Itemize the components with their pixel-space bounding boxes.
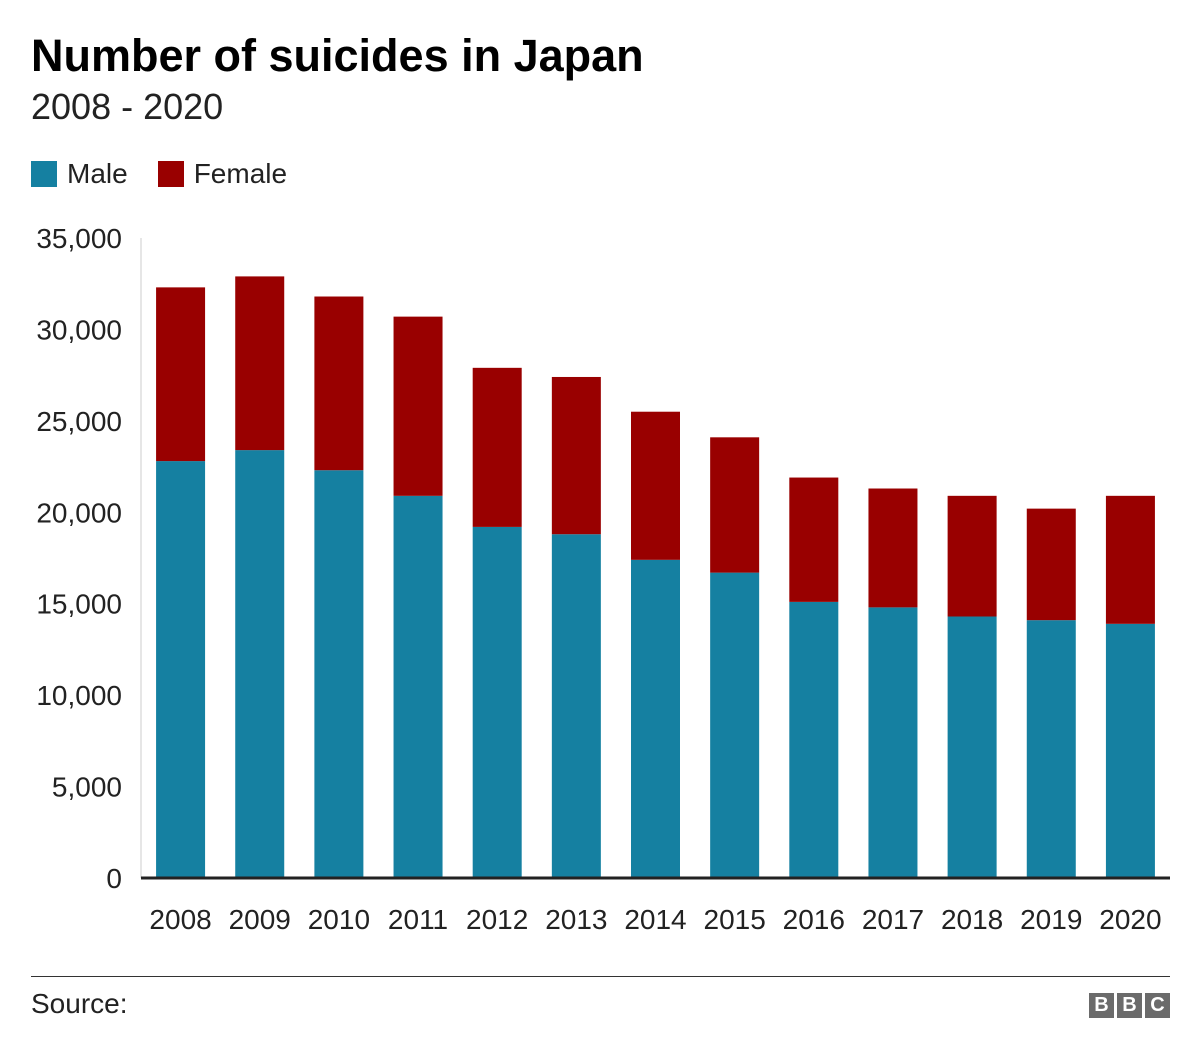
bar-female-2009: [235, 276, 285, 451]
bbc-logo-letter: B: [1089, 993, 1114, 1018]
legend-label-male: Male: [67, 158, 128, 189]
bar-male-2016: [789, 601, 839, 878]
x-tick-label: 2009: [229, 904, 291, 935]
x-tick-label: 2012: [466, 904, 528, 935]
bbc-logo-letter: B: [1117, 993, 1142, 1018]
bar-male-2015: [710, 572, 760, 878]
y-tick-label: 15,000: [36, 589, 122, 620]
x-tick-label: 2016: [783, 904, 845, 935]
legend-label-female: Female: [193, 158, 288, 189]
y-tick-label: 30,000: [36, 314, 122, 345]
bar-male-2014: [631, 559, 680, 878]
legend: Male Female: [31, 158, 317, 190]
x-tick-label: 2015: [704, 904, 766, 935]
bar-male-2017: [868, 607, 918, 878]
chart-subtitle: 2008 - 2020: [31, 86, 224, 127]
footer-divider: [31, 976, 1170, 977]
bar-male-2018: [947, 616, 997, 878]
x-tick-label: 2018: [941, 904, 1003, 935]
x-tick-label: 2020: [1099, 904, 1161, 935]
x-tick-label: 2008: [149, 904, 211, 935]
bbc-logo-letter: C: [1145, 993, 1170, 1018]
bar-male-2011: [393, 495, 443, 878]
bar-female-2017: [868, 488, 918, 608]
x-tick-label: 2017: [862, 904, 924, 935]
x-tick-label: 2014: [624, 904, 686, 935]
y-tick-label: 35,000: [36, 223, 122, 254]
bar-female-2013: [551, 376, 601, 535]
bar-male-2012: [472, 526, 522, 878]
bar-female-2008: [156, 287, 206, 462]
y-tick-label: 0: [106, 863, 122, 894]
bar-female-2010: [314, 296, 364, 471]
bar-female-2014: [631, 411, 680, 560]
bar-female-2018: [947, 495, 997, 617]
x-tick-label: 2010: [308, 904, 370, 935]
legend-item-female: Female: [157, 158, 288, 190]
bar-chart: 0 5,000 10,000 15,000 20,000 25,000 30,000 35,0…: [36, 223, 1170, 935]
bar-male-2019: [1026, 620, 1076, 878]
bar-male-2020: [1105, 623, 1155, 878]
bar-female-2011: [393, 316, 443, 496]
chart-title: Number of suicides in Japan: [31, 30, 644, 81]
bbc-logo: B B C: [1086, 993, 1170, 1018]
bar-female-2016: [789, 477, 839, 602]
x-tick-label: 2011: [388, 904, 448, 935]
legend-swatch-male: [31, 161, 57, 187]
legend-item-male: Male: [31, 158, 128, 190]
legend-swatch-female: [157, 161, 184, 187]
y-tick-label: 5,000: [52, 772, 122, 803]
bar-female-2019: [1026, 508, 1076, 621]
bar-female-2012: [472, 367, 522, 527]
bar-male-2009: [235, 450, 285, 878]
y-tick-label: 10,000: [36, 680, 122, 711]
y-tick-label: 25,000: [36, 406, 122, 437]
bar-male-2010: [314, 470, 364, 878]
y-tick-label: 20,000: [36, 497, 122, 528]
bar-male-2008: [156, 461, 206, 878]
bar-male-2013: [551, 534, 601, 878]
x-tick-label: 2019: [1020, 904, 1082, 935]
source-label: Source:: [31, 988, 128, 1019]
bar-female-2015: [710, 437, 760, 573]
bar-female-2020: [1105, 495, 1155, 624]
x-tick-label: 2013: [545, 904, 607, 935]
